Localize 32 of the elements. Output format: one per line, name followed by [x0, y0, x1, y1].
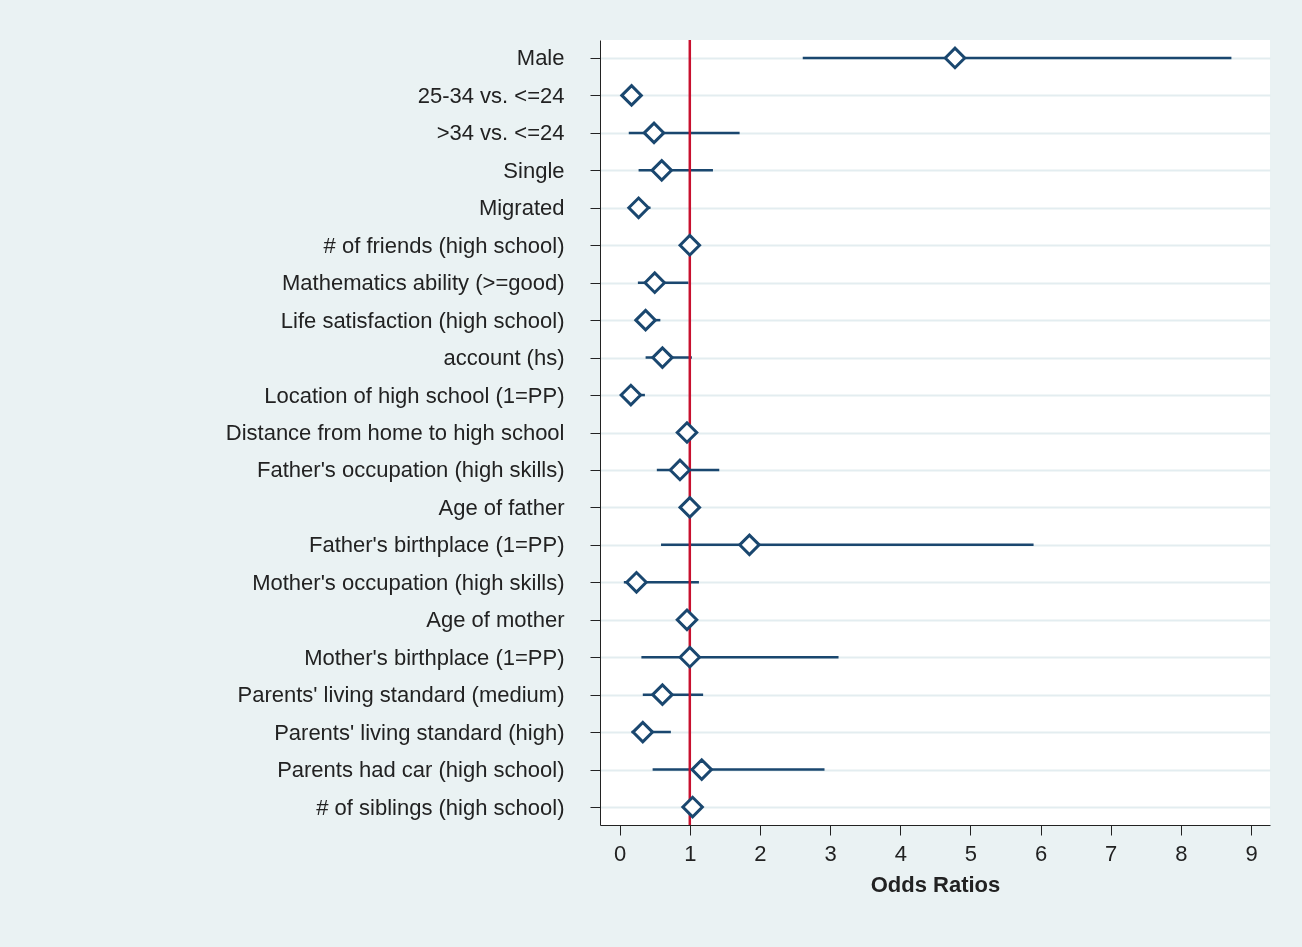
x-tick-label: 5 [964, 840, 978, 866]
x-tick-label: 8 [1175, 840, 1188, 866]
y-tick-label: Mother's occupation (high skills) [252, 569, 565, 595]
x-tick-label: 3 [824, 840, 837, 866]
y-tick-label: Life satisfaction (high school) [280, 307, 565, 333]
y-tick-label: Parents' living standard (high) [274, 719, 565, 745]
y-tick-label: Male [516, 45, 565, 71]
y-tick-label: account (hs) [443, 345, 565, 371]
x-tick-label: 6 [1034, 840, 1048, 866]
x-axis-title: Odds Ratios [870, 871, 1001, 897]
x-tick-label: 9 [1245, 840, 1258, 866]
y-tick-label: Age of father [438, 494, 565, 520]
y-tick-label: Location of high school (1=PP) [264, 382, 565, 408]
y-tick-label: Parents' living standard (medium) [237, 682, 565, 708]
y-tick-label: Migrated [478, 195, 565, 221]
y-tick-label: # of siblings (high school) [316, 794, 565, 820]
y-tick-label: Parents had car (high school) [277, 757, 565, 783]
y-tick-label: 25-34 vs. <=24 [417, 82, 565, 108]
y-tick-label: >34 vs. <=24 [436, 120, 565, 146]
y-tick-label: Mother's birthplace (1=PP) [304, 644, 565, 670]
y-tick-label: Distance from home to high school [225, 420, 565, 445]
x-tick-label: 7 [1105, 840, 1118, 866]
y-tick-label: Father's occupation (high skills) [257, 457, 565, 483]
y-tick-label: # of friends (high school) [323, 232, 565, 258]
y-tick-label: Father's birthplace (1=PP) [309, 532, 565, 558]
x-tick-label: 4 [894, 840, 907, 866]
y-tick-label: Mathematics ability (>=good) [282, 270, 565, 296]
y-tick-label: Single [503, 157, 565, 183]
x-tick-label: 1 [684, 840, 697, 866]
y-tick-label: Age of mother [426, 607, 565, 633]
x-tick-label: 2 [754, 840, 767, 866]
x-tick-label: 0 [614, 840, 627, 866]
